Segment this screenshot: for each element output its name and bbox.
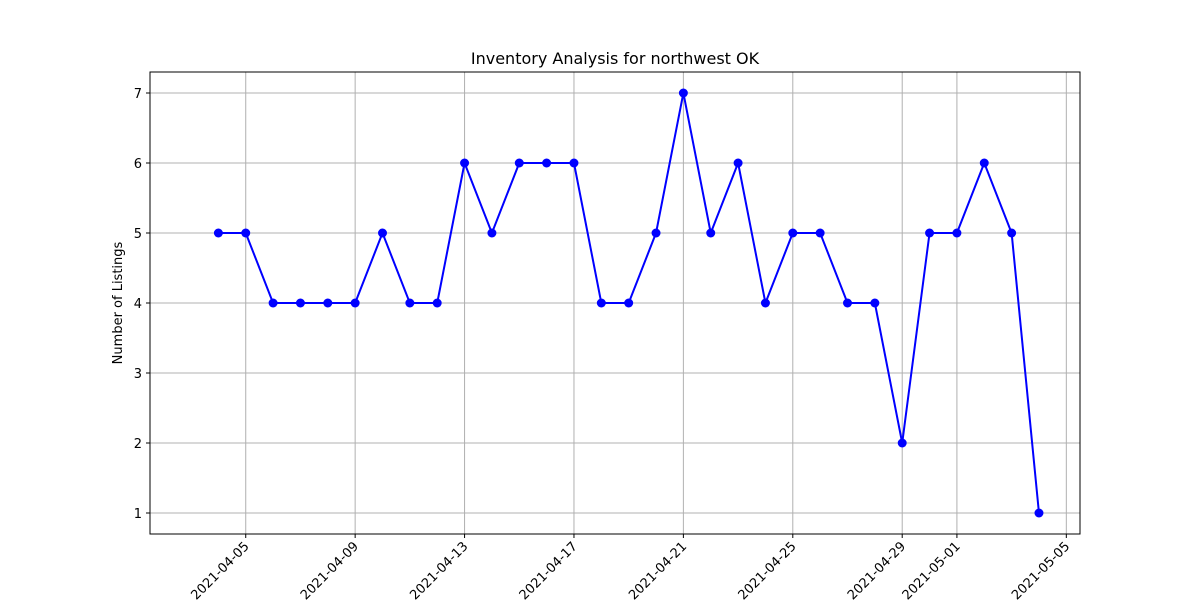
y-tick-label: 6 [134, 157, 142, 172]
data-point [733, 158, 743, 168]
data-point [295, 298, 305, 308]
y-tick-label: 7 [134, 87, 142, 102]
data-point [678, 88, 688, 98]
y-tick-label: 4 [134, 297, 142, 312]
data-point [378, 228, 387, 238]
data-point [460, 158, 470, 168]
data-point [925, 228, 935, 238]
data-point [350, 298, 360, 308]
data-point [815, 228, 825, 238]
grid [150, 72, 1080, 534]
data-point [268, 298, 278, 308]
data-point [596, 298, 606, 308]
data-point [843, 298, 852, 308]
data-point [405, 298, 415, 308]
data-point [788, 228, 798, 238]
y-axis: 1 2 3 4 5 6 7 [134, 87, 150, 522]
y-tick-label: 1 [134, 507, 142, 522]
data-point [760, 298, 770, 308]
data-point [1007, 228, 1017, 238]
data-point [870, 298, 880, 308]
data-point [514, 158, 524, 168]
chart-title: Inventory Analysis for northwest OK [471, 49, 760, 68]
data-point [487, 228, 497, 238]
data-point [323, 298, 333, 308]
y-axis-label: Number of Listings [111, 241, 126, 364]
y-tick-label: 2 [134, 437, 142, 452]
data-point [706, 228, 716, 238]
data-point [979, 158, 989, 168]
y-tick-label: 5 [134, 227, 142, 242]
y-tick-label: 3 [134, 367, 142, 382]
data-point [569, 158, 579, 168]
data-point [897, 438, 907, 448]
data-point [241, 228, 251, 238]
data-point [952, 228, 962, 238]
series-layer [213, 88, 1044, 518]
data-point [432, 298, 442, 308]
data-point [1034, 508, 1044, 518]
data-point [651, 228, 661, 238]
data-point [624, 298, 634, 308]
data-point [213, 228, 223, 238]
data-point [542, 158, 552, 168]
